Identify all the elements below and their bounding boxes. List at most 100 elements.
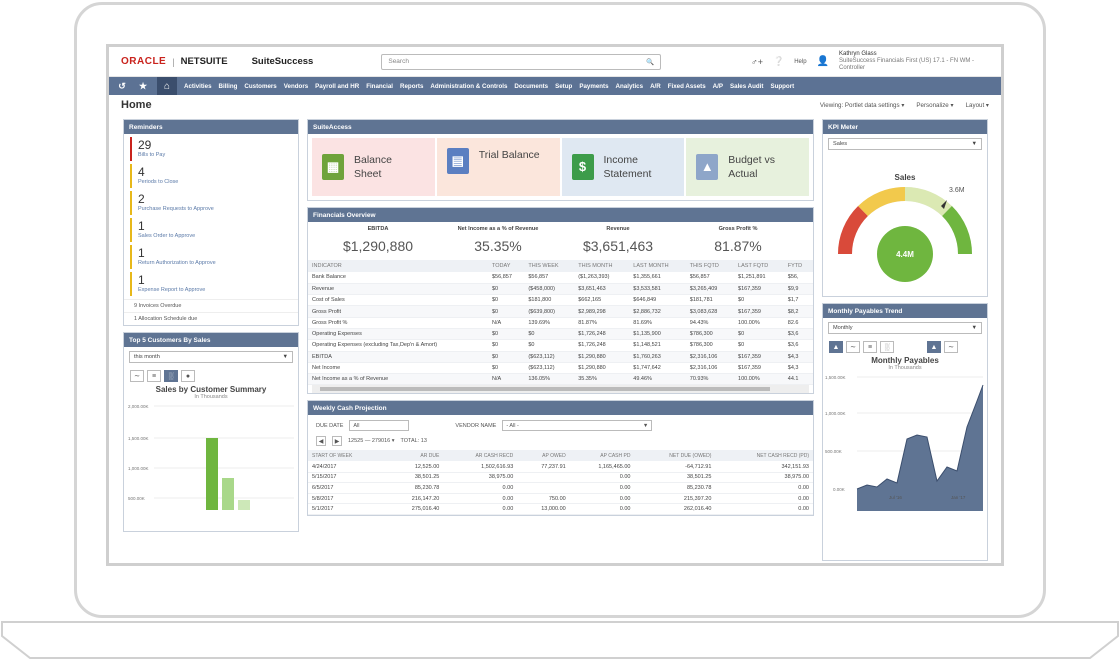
column-header[interactable]: THIS FQTD: [685, 260, 735, 272]
nav-item-analytics[interactable]: Analytics: [615, 82, 644, 90]
help-icon[interactable]: ❔: [772, 56, 785, 66]
horizontal-scrollbar[interactable]: [312, 385, 809, 394]
create-new-icon[interactable]: ♂+: [750, 56, 763, 67]
payables-title[interactable]: Monthly Payables Trend: [823, 304, 987, 318]
nav-item-payments[interactable]: Payments: [579, 82, 609, 90]
nav-item-ar[interactable]: A/R: [650, 82, 661, 90]
bar[interactable]: [206, 438, 218, 510]
table-row[interactable]: 5/15/2017 38,501.25 38,975.00 0.00 38,501.25…: [308, 472, 813, 484]
nav-item-reports[interactable]: Reports: [400, 82, 424, 90]
page-range-select[interactable]: 12525 — 279016 ▾: [348, 438, 395, 445]
bar-chart-icon[interactable]: ░: [880, 341, 894, 353]
column-header[interactable]: LAST FQTD: [734, 260, 784, 272]
global-search-input[interactable]: Search 🔍: [381, 53, 662, 70]
column-header[interactable]: LAST MONTH: [629, 260, 686, 272]
reminder-item[interactable]: 1 Return Authorization to Approve: [130, 245, 298, 269]
user-role-menu[interactable]: Kathryn Glass SuiteSuccess Financials Fi…: [839, 51, 989, 72]
tile-trial-balance[interactable]: ▤ Trial Balance: [436, 138, 560, 196]
search-icon[interactable]: 🔍: [646, 58, 655, 66]
column-header[interactable]: NET CASH RECD (PD): [715, 450, 813, 462]
bar-horizontal-icon[interactable]: ≡: [147, 370, 161, 382]
table-row[interactable]: 6/5/2017 85,230.78 0.00 0.00 85,230.78 0.00: [308, 482, 813, 494]
column-header[interactable]: AP OWED: [517, 450, 570, 462]
column-header[interactable]: THIS WEEK: [524, 260, 575, 272]
due-date-field[interactable]: All: [349, 420, 410, 432]
recent-records-icon[interactable]: ↺: [118, 80, 126, 91]
column-header[interactable]: FYTD: [783, 260, 813, 272]
prev-page-icon[interactable]: ◀: [316, 436, 326, 447]
column-header[interactable]: AR DUE: [385, 450, 444, 462]
nav-item-billing[interactable]: Billing: [218, 82, 238, 90]
payables-area[interactable]: [857, 385, 983, 511]
tile-balance-sheet[interactable]: ▦ Balance Sheet: [312, 138, 435, 196]
nav-item-setup[interactable]: Setup: [555, 82, 573, 90]
suiteaccess-title[interactable]: SuiteAccess: [308, 120, 813, 134]
table-row[interactable]: Operating Expenses (excluding Tax,Dep'n …: [308, 339, 813, 352]
line-chart-icon[interactable]: ∼: [846, 341, 860, 353]
table-row[interactable]: 4/24/2017 12,525.00 1,502,616.93 77,237.91 1…: [308, 461, 813, 473]
reminder-item[interactable]: 1 Sales Order to Approve: [130, 218, 298, 242]
reminder-label[interactable]: Return Authorization to Approve: [138, 260, 216, 266]
tile-budget-vs-actual[interactable]: ▲ Budget vs Actual: [686, 138, 809, 196]
bar-chart-icon[interactable]: ░: [164, 370, 178, 382]
table-row[interactable]: Cost of Sales $0 $181,800 $662,165 $646,849 $…: [308, 294, 813, 307]
reminder-item[interactable]: 4 Periods to Close: [130, 164, 298, 188]
reminder-item[interactable]: 2 Purchase Requests to Approve: [130, 191, 298, 215]
reminder-label[interactable]: Purchase Requests to Approve: [138, 206, 214, 212]
pie-chart-icon[interactable]: ●: [181, 370, 195, 382]
table-row[interactable]: EBITDA $0 ($623,112) $1,290,880 $1,760,263 $2…: [308, 351, 813, 363]
reminder-line-overdue[interactable]: 9 Invoices Overdue: [124, 299, 298, 312]
nav-item-administration[interactable]: Administration & Controls: [430, 82, 508, 90]
reminder-label[interactable]: Periods to Close: [138, 179, 179, 185]
payables-period-select[interactable]: Monthly ▼: [828, 322, 982, 334]
top5-title[interactable]: Top 5 Customers By Sales: [124, 333, 298, 347]
reminder-label[interactable]: Bills to Pay: [138, 152, 166, 158]
line-chart-icon[interactable]: ∼: [130, 370, 144, 382]
table-row[interactable]: 5/8/2017 216,147.20 0.00 750.00 0.00 215,397.…: [308, 493, 813, 505]
cash-title[interactable]: Weekly Cash Projection: [308, 401, 813, 416]
help-link[interactable]: Help: [794, 58, 807, 65]
layout-menu[interactable]: Layout ▾: [965, 101, 989, 109]
nav-item-fixed-assets[interactable]: Fixed Assets: [667, 82, 706, 90]
tile-income-statement[interactable]: $ Income Statement: [561, 138, 685, 196]
table-row[interactable]: Revenue $0 ($458,000) $3,651,463 $3,533,581 $…: [308, 283, 813, 296]
user-avatar-icon[interactable]: 👤: [816, 56, 829, 67]
reminder-line-allocation[interactable]: 1 Allocation Schedule due: [124, 312, 298, 325]
portlet-data-settings-link[interactable]: Viewing: Portlet data settings ▾: [819, 101, 905, 109]
personalize-menu[interactable]: Personalize ▾: [916, 101, 954, 109]
line-mode-icon[interactable]: ∼: [944, 341, 958, 353]
nav-item-vendors[interactable]: Vendors: [283, 82, 309, 90]
area-mode-icon[interactable]: ▲: [927, 341, 941, 353]
column-header[interactable]: THIS MONTH: [574, 260, 630, 272]
nav-item-sales-audit[interactable]: Sales Audit: [730, 82, 764, 90]
favorites-star-icon[interactable]: ★: [138, 80, 148, 91]
nav-item-documents[interactable]: Documents: [514, 82, 549, 90]
nav-item-customers[interactable]: Customers: [244, 82, 277, 90]
reminder-item[interactable]: 29 Bills to Pay: [130, 137, 298, 161]
nav-item-support[interactable]: Support: [770, 82, 795, 90]
table-row[interactable]: Gross Profit % N/A 139.69% 81.87% 81.69% 94.4…: [308, 317, 813, 329]
nav-item-activities[interactable]: Activities: [184, 82, 212, 90]
vendor-name-select[interactable]: - All - ▼: [502, 420, 653, 432]
kpi-meter-title[interactable]: KPI Meter: [823, 120, 987, 134]
nav-item-payroll-hr[interactable]: Payroll and HR: [315, 82, 360, 90]
home-icon[interactable]: ⌂: [157, 77, 177, 95]
area-chart-icon[interactable]: ▲: [829, 341, 843, 353]
table-row[interactable]: 5/1/2017 275,016.40 0.00 13,000.00 0.00 262,0…: [308, 503, 813, 515]
column-header[interactable]: INDICATOR: [308, 260, 488, 272]
column-header[interactable]: AP CASH PD: [569, 450, 635, 462]
column-header[interactable]: NET DUE (OWED): [634, 450, 716, 462]
column-header[interactable]: AR CASH RECD: [443, 450, 518, 462]
bar-horizontal-icon[interactable]: ≡: [863, 341, 877, 353]
oracle-logo[interactable]: ORACLE: [121, 56, 167, 67]
nav-item-ap[interactable]: A/P: [712, 82, 723, 90]
table-row[interactable]: Operating Expenses $0 $0 $1,726,248 $1,135,9…: [308, 328, 813, 341]
reminder-item[interactable]: 1 Expense Report to Approve: [130, 272, 298, 296]
financials-title[interactable]: Financials Overview: [308, 208, 813, 222]
kpi-meter-select[interactable]: Sales ▼: [828, 138, 982, 150]
column-header[interactable]: TODAY: [488, 260, 525, 272]
reminders-title[interactable]: Reminders: [124, 120, 298, 134]
bar[interactable]: [238, 500, 250, 510]
table-row[interactable]: Bank Balance $56,857 $56,857 ($1,263,393) $1…: [308, 272, 813, 284]
reminder-label[interactable]: Sales Order to Approve: [138, 233, 196, 239]
